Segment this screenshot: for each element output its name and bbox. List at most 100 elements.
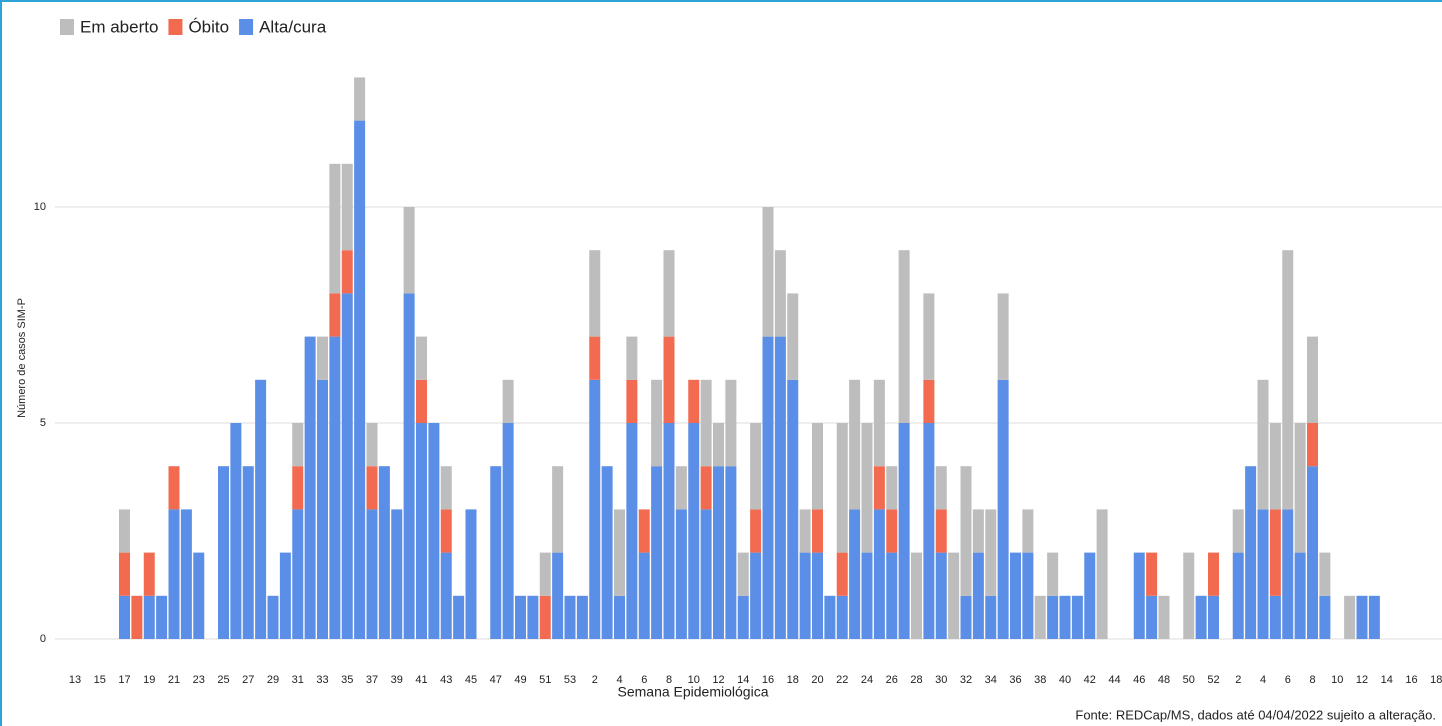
- bar-segment: [898, 250, 910, 423]
- x-tick-label: 17: [118, 674, 130, 686]
- bar-segment: [1282, 250, 1294, 510]
- bar-segment: [218, 466, 229, 639]
- bar-segment: [1047, 595, 1059, 639]
- bar-segment: [873, 509, 885, 639]
- bar-segment: [131, 595, 143, 639]
- bar-segment: [1084, 552, 1096, 639]
- x-tick-label: 48: [1158, 674, 1170, 686]
- bar-segment: [725, 466, 737, 639]
- bar-segment: [317, 336, 328, 380]
- x-tick-label: 40: [1059, 674, 1071, 686]
- bar-segment: [614, 595, 625, 639]
- bar-segment: [242, 466, 254, 639]
- legend-label: Em aberto: [80, 17, 158, 36]
- bar-segment: [725, 379, 737, 467]
- y-axis-title: Número de casos SIM-P: [16, 298, 28, 418]
- bar-segment: [638, 552, 650, 639]
- x-tick-label: 19: [143, 674, 155, 686]
- bar-segment: [539, 552, 551, 596]
- bar-segment: [1245, 466, 1257, 639]
- x-tick-label: 29: [267, 674, 279, 686]
- bar-segment: [1146, 552, 1158, 596]
- x-tick-label: 4: [1260, 674, 1266, 686]
- bar-segment: [366, 423, 378, 467]
- bar-segment: [255, 379, 267, 639]
- bar-segment: [1208, 595, 1219, 639]
- x-tick-label: 28: [910, 674, 922, 686]
- x-tick-label: 39: [391, 674, 403, 686]
- x-tick-label: 53: [564, 674, 576, 686]
- bar-segment: [1319, 595, 1331, 639]
- bar-segment: [168, 509, 180, 639]
- bar-segment: [119, 552, 130, 596]
- bar-segment: [849, 509, 861, 639]
- x-tick-label: 34: [985, 674, 997, 686]
- x-tick-label: 13: [69, 674, 81, 686]
- x-tick-label: 12: [712, 674, 724, 686]
- bar-segment: [1356, 595, 1368, 639]
- bar-segment: [700, 509, 712, 639]
- x-tick-label: 24: [861, 674, 873, 686]
- bar-segment: [143, 595, 155, 639]
- bar-segment: [960, 595, 972, 639]
- bar-segment: [1319, 552, 1331, 596]
- legend-label: Alta/cura: [259, 17, 327, 36]
- bar-segment: [787, 293, 799, 380]
- bar-segment: [663, 423, 675, 639]
- bar-segment: [1010, 552, 1021, 639]
- bar-segment: [663, 336, 675, 423]
- bar-segment: [366, 509, 378, 639]
- bar-segment: [638, 509, 650, 553]
- bar-segment: [527, 595, 539, 639]
- bar-segment: [292, 466, 304, 510]
- x-tick-label: 46: [1133, 674, 1145, 686]
- bar-segment: [341, 293, 353, 639]
- x-tick-label: 12: [1356, 674, 1368, 686]
- x-tick-label: 10: [1331, 674, 1343, 686]
- x-tick-label: 22: [836, 674, 848, 686]
- bar-segment: [762, 336, 774, 639]
- bar-segment: [329, 163, 341, 294]
- x-tick-label: 20: [811, 674, 823, 686]
- bar-segment: [317, 379, 328, 639]
- bar-segment: [329, 336, 341, 639]
- bar-segment: [156, 595, 168, 639]
- bar-segment: [1071, 595, 1083, 639]
- bar-segment: [1294, 423, 1306, 553]
- bar-segment: [824, 595, 836, 639]
- bar-segment: [552, 466, 564, 553]
- x-tick-label: 23: [193, 674, 205, 686]
- bar-segment: [576, 595, 588, 639]
- y-tick-label: 10: [34, 201, 46, 213]
- bar-segment: [688, 379, 700, 423]
- x-tick-label: 41: [415, 674, 427, 686]
- bar-segment: [923, 379, 935, 423]
- bar-segment: [1294, 552, 1306, 639]
- bar-segment: [292, 509, 304, 639]
- bar-segment: [601, 466, 613, 639]
- x-tick-label: 49: [514, 674, 526, 686]
- bar-segment: [1344, 595, 1356, 639]
- bar-segment: [1195, 595, 1207, 639]
- bar-segment: [1269, 423, 1281, 510]
- x-tick-label: 14: [1381, 674, 1393, 686]
- bar-segment: [1307, 336, 1318, 423]
- bar-segment: [849, 379, 861, 510]
- bar-segment: [861, 423, 873, 553]
- bar-segment: [428, 423, 440, 639]
- bar-segment: [589, 379, 601, 639]
- bar-segment: [502, 379, 514, 423]
- source-note: Fonte: REDCap/MS, dados até 04/04/2022 s…: [1075, 707, 1436, 722]
- bar-segment: [750, 509, 762, 553]
- bar-segment: [403, 293, 415, 639]
- x-tick-label: 4: [616, 674, 622, 686]
- bar-segment: [886, 466, 898, 510]
- bar-segment: [787, 379, 799, 639]
- x-tick-label: 21: [168, 674, 180, 686]
- bar-segment: [898, 423, 910, 639]
- x-tick-label: 18: [1430, 674, 1442, 686]
- bar-segment: [354, 120, 366, 640]
- bar-segment: [737, 552, 749, 596]
- x-tick-label: 26: [886, 674, 898, 686]
